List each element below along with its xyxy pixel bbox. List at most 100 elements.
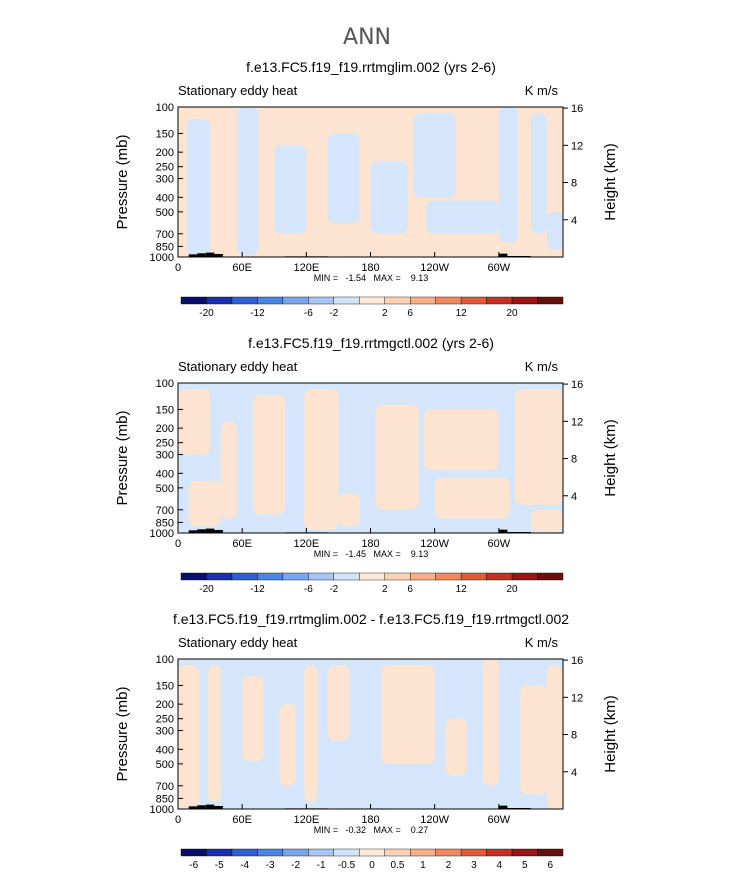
y-right-tick-label: 16 <box>571 379 583 391</box>
colorbar-swatch <box>257 572 284 581</box>
colorbar-label: 6 <box>407 308 413 319</box>
colorbar-swatch <box>460 848 487 857</box>
colorbar-swatch <box>537 296 564 305</box>
heatmap-region <box>498 107 519 243</box>
colorbar-swatch <box>231 572 258 581</box>
colorbar-swatch <box>511 848 538 857</box>
x-tick-label: 120E <box>293 538 319 550</box>
y-tick-label: 1000 <box>150 804 174 816</box>
colorbar-swatch <box>359 848 385 857</box>
colorbar-swatch <box>435 572 462 581</box>
topography <box>498 529 508 533</box>
panel-title: f.e13.FC5.f19_f19.rrtmgctl.002 (yrs 2-6) <box>248 335 494 351</box>
colorbar-label: 20 <box>507 308 519 319</box>
heatmap-region <box>530 509 563 532</box>
y-right-tick-label: 8 <box>571 730 577 742</box>
heatmap-region <box>236 107 259 256</box>
y-right-tick-label: 16 <box>571 103 583 115</box>
y-tick-label: 300 <box>156 450 174 462</box>
colorbar-label: -2 <box>329 308 338 319</box>
colorbar-label: -20 <box>199 308 214 319</box>
colorbar-label: 0 <box>369 860 375 871</box>
colorbar-swatch <box>537 572 564 581</box>
heatmap-region <box>304 665 318 803</box>
y-tick-label: 100 <box>156 102 174 114</box>
heatmap-region <box>381 665 435 764</box>
colorbar-swatch <box>206 296 233 305</box>
heatmap-region <box>279 704 296 786</box>
colorbar-label: -6 <box>189 860 198 871</box>
panels: f.e13.FC5.f19_f19.rrtmglim.002 (yrs 2-6)… <box>114 59 619 871</box>
figure-title: ANN <box>343 25 391 50</box>
y-tick-label: 200 <box>156 147 174 159</box>
heatmap-region <box>445 718 467 776</box>
y-tick-label: 150 <box>156 680 174 692</box>
colorbar-swatch <box>333 848 360 857</box>
colorbar-swatch <box>282 848 309 857</box>
y-right-tick-label: 8 <box>571 454 577 466</box>
heatmap-region <box>514 389 563 505</box>
panel-title: f.e13.FC5.f19_f19.rrtmglim.002 (yrs 2-6) <box>246 59 496 75</box>
panel-subtitle-right: K m/s <box>525 83 559 98</box>
colorbar-label: -12 <box>250 584 265 595</box>
x-tick-label: 0 <box>175 814 181 826</box>
colorbar-label: -0.5 <box>338 860 356 871</box>
x-tick-label: 180 <box>361 538 379 550</box>
heatmap-region <box>426 200 499 234</box>
heatmap-field <box>178 659 563 809</box>
colorbar-label: 6 <box>547 860 553 871</box>
colorbar-swatch <box>359 296 385 305</box>
x-tick-label: 60E <box>232 262 252 274</box>
min-max-readout: MIN = -1.45 MAX = 9.13 <box>314 549 429 559</box>
y-right-tick-label: 16 <box>571 655 583 667</box>
x-tick-label: 180 <box>361 814 379 826</box>
x-tick-label: 60W <box>488 262 511 274</box>
colorbar-swatch <box>180 296 207 305</box>
colorbar-label: -1 <box>317 860 326 871</box>
topography <box>205 528 215 533</box>
heatmap-region <box>304 389 339 530</box>
colorbar-label: 1 <box>420 860 426 871</box>
panel-subtitle-right: K m/s <box>525 359 559 374</box>
topography <box>188 806 198 809</box>
colorbar-swatch <box>435 296 462 305</box>
x-tick-label: 120E <box>293 262 319 274</box>
y-tick-label: 100 <box>156 654 174 666</box>
colorbar-swatch <box>410 848 436 857</box>
panel-subtitle-left: Stationary eddy heat <box>178 635 298 650</box>
y-right-axis-label: Height (km) <box>602 143 619 221</box>
y-tick-label: 200 <box>156 423 174 435</box>
topography <box>214 530 223 533</box>
colorbar-label: -4 <box>240 860 249 871</box>
y-tick-label: 400 <box>156 468 174 480</box>
y-tick-label: 300 <box>156 726 174 738</box>
y-right-tick-label: 4 <box>571 767 577 779</box>
colorbar-swatch <box>231 296 258 305</box>
topography <box>214 806 223 809</box>
chart-panel-3: f.e13.FC5.f19_f19.rrtmglim.002 - f.e13.F… <box>114 611 619 871</box>
colorbar-label: 12 <box>456 308 468 319</box>
colorbar-swatch <box>537 848 564 857</box>
y-tick-label: 150 <box>156 128 174 140</box>
topography <box>197 529 206 533</box>
colorbar-swatch <box>511 572 538 581</box>
heatmap-region <box>178 389 211 455</box>
colorbar-label: 2 <box>382 308 388 319</box>
colorbar-label: 20 <box>507 584 519 595</box>
colorbar-swatch <box>410 572 436 581</box>
y-tick-label: 250 <box>156 438 174 450</box>
colorbar-label: 5 <box>522 860 528 871</box>
y-tick-label: 1000 <box>150 252 174 264</box>
colorbar-label: 4 <box>497 860 503 871</box>
panel-subtitle-left: Stationary eddy heat <box>178 83 298 98</box>
x-tick-label: 120E <box>293 814 319 826</box>
heatmap-region <box>434 478 510 519</box>
colorbar-label: -3 <box>266 860 275 871</box>
colorbar-swatch <box>486 296 513 305</box>
y-tick-label: 100 <box>156 378 174 390</box>
colorbar-label: -5 <box>215 860 224 871</box>
y-tick-label: 700 <box>156 229 174 241</box>
y-right-tick-label: 12 <box>571 692 583 704</box>
x-tick-label: 60E <box>232 538 252 550</box>
heatmap-field <box>178 383 563 533</box>
